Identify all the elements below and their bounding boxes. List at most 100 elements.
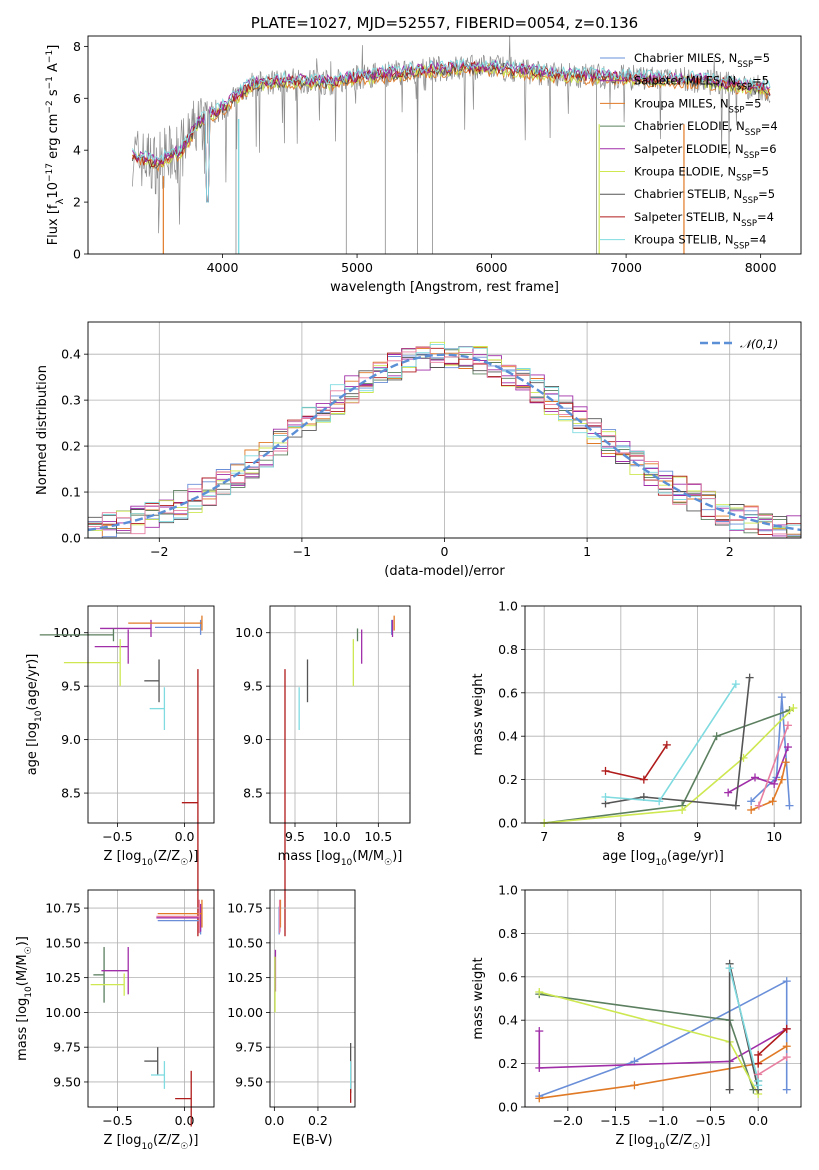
x-tick-label: 0 [441,544,449,559]
errorbar-chabrier_stelib [144,1047,159,1076]
series-line-kroupa_stelib [605,683,737,803]
axes-frame [269,605,411,824]
data-point-pink [754,1070,763,1079]
data-point-chabrier_stelib [745,673,754,682]
y-tick-label: 0 [73,247,81,262]
x-tick-label: 0.0 [175,829,195,844]
y-tick-label: 0.3 [61,393,81,408]
x-tick-label: −0.5 [102,1113,132,1128]
data-point-salpeter_miles [724,788,733,797]
data-point-salpeter_stelib [639,775,648,784]
x-tick-label: −2.0 [553,1113,583,1128]
series-line-chabrier_stelib [605,677,751,807]
y-tick-label: 0.0 [61,531,81,546]
histograms [88,341,801,538]
x-axis-label: Z [log10(Z/Z☉)] [104,1133,199,1152]
series-line-chabrier_miles [539,980,788,1097]
x-tick-label: 7000 [610,260,642,275]
errorbar-kroupa_stelib [149,687,166,730]
y-tick-label: 0.8 [498,926,518,941]
y-tick-label: 9.0 [61,732,81,747]
series-line-chabrier_miles [750,696,791,806]
errorbar-salpeter_miles [156,903,202,932]
legend-entry-chabrier_stelib: Chabrier STELIB, NSSP=5 [634,187,775,206]
x-tick-label: 5000 [341,260,373,275]
y-tick-label: 0.4 [498,729,518,744]
y-tick-label: 8 [73,39,81,54]
y-tick-label: 9.5 [243,679,263,694]
x-tick-label: 0.0 [175,1113,195,1128]
series-line-salpeter_stelib [757,1028,788,1064]
y-tick-label: 0.4 [61,347,81,362]
data-point-kroupa_elodie [678,805,687,814]
data-point-chabrier_miles [747,797,756,806]
y-tick-label: 6 [73,91,81,106]
x-tick-label: 10 [766,829,782,844]
data-point-salpeter_miles [770,779,779,788]
data-point-pink [782,1053,791,1062]
panel-4: 9.5 10.0 10.5 8.5 9.0 9.5 10.0 mass [log10(M/M☉… [235,605,411,937]
data-point-kroupa_stelib [655,797,664,806]
data-point-chabrier_stelib [731,801,740,810]
spectrum-lines [131,36,771,254]
series-line-pink [757,1056,788,1076]
y-axis-label: mass weight [471,957,486,1039]
data-point-salpeter_miles [535,1063,544,1072]
y-tick-label: 10.50 [227,935,263,950]
axes-frame [524,889,802,1108]
x-tick-label: −0.5 [102,829,132,844]
panel-2: −2 −1 0 1 2 0.0 0.1 0.2 0.3 0.4 (data-model)/error… [35,321,802,579]
y-tick-label: 0.6 [498,969,518,984]
data-point-kroupa_stelib [754,1081,763,1090]
x-axis-label: wavelength [Angstrom, rest frame] [330,280,559,295]
errorbar-kroupa_stelib [151,1061,166,1089]
x-tick-label: 0.0 [264,1113,284,1128]
axes-frame [524,605,802,824]
data-point-kroupa_miles [781,758,790,767]
y-tick-label: 0.1 [61,485,81,500]
x-tick-label: 10.5 [364,829,392,844]
model-spectrum-salpeter_elodie [131,59,771,203]
y-tick-label: 10.0 [235,625,263,640]
errorbar-chabrier_miles [155,619,202,635]
data-point-pink [783,721,792,730]
y-tick-label: 10.00 [227,1005,263,1020]
y-axis-label: Flux [fλ10−17 erg cm−2 s−1 A−1] [45,45,66,246]
data-point-salpeter_miles [535,1027,544,1036]
errorbar-pink [156,899,200,934]
x-tick-label: 0.0 [748,1113,768,1128]
data-point-chabrier_stelib [725,1085,734,1094]
x-tick-label: 9.5 [285,829,305,844]
data-point-chabrier_miles [785,801,794,810]
axes-frame [87,889,215,1108]
x-axis-label: Z [log10(Z/Z☉)] [104,849,199,868]
y-tick-label: 0.2 [498,772,518,787]
series-line-salpeter_miles [727,746,789,794]
errorbar-chabrier_miles [157,906,202,935]
data-point-salpeter_stelib [754,1050,763,1059]
x-tick-label: 6000 [476,260,508,275]
panel-1: 4000 5000 6000 7000 8000 0 2 4 6 8 PLATE=1027, MJD… [45,14,802,295]
data-point-kroupa_stelib [725,964,734,973]
series-line-salpeter_miles [538,1028,788,1069]
errorbar-kroupa_miles [157,899,203,928]
panel-6: −0.5 0.0 9.50 9.75 10.00 10.25 10.50 10.75 Z [lo… [15,889,215,1152]
errorbar-salpeter_stelib [175,1070,192,1127]
y-axis-label: age [log10(age/yr)] [25,654,44,776]
y-tick-label: 9.50 [235,1074,263,1089]
series-line-chabrier_elodie [539,993,755,1090]
x-tick-label: −1.0 [648,1113,678,1128]
x-axis-label: age [log10(age/yr)] [602,849,724,868]
data-point-salpeter_miles [783,743,792,752]
errorbar-chabrier_stelib [144,659,160,703]
y-tick-label: 10.25 [227,970,263,985]
legend: 𝒩(0,1) [700,337,778,351]
y-tick-label: 10.75 [45,901,81,916]
x-tick-label: 4000 [207,260,239,275]
series-line-kroupa_elodie [544,707,794,824]
normal-curve [88,353,801,532]
series-line-kroupa_miles [539,1045,788,1100]
errorbar-kroupa_elodie [90,973,125,996]
x-tick-label: 9 [694,829,702,844]
